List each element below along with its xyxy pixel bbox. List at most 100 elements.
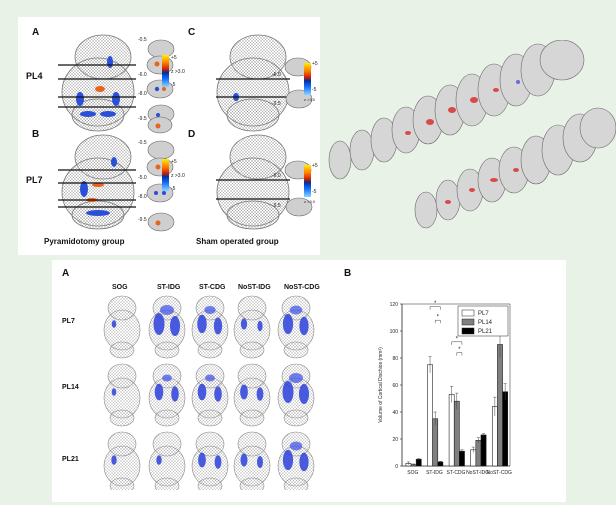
y-axis-label: Volume of Cortical Dischios (mm³) — [378, 347, 384, 423]
col-header-sog: SOG — [112, 284, 128, 291]
brain-render — [148, 363, 186, 427]
bottom-row-label-pl14: PL14 — [62, 384, 79, 391]
y-tick-label: 100 — [390, 329, 399, 335]
bar — [459, 450, 465, 467]
y-tick-label: 120 — [390, 302, 399, 308]
bar — [448, 394, 455, 467]
slice-level-a-1: -6.0 — [138, 72, 147, 78]
brain-a — [58, 34, 136, 132]
colorbar-d-threshold: z >3.0 — [304, 199, 316, 204]
colorbar-c-threshold: z >3.0 — [304, 97, 316, 102]
row-label-pl4: PL4 — [26, 71, 43, 81]
colorbar-d-max: +5 — [312, 163, 318, 169]
slice-level-c-0: -6.0 — [272, 72, 281, 78]
x-tick-label: SOG — [407, 470, 418, 476]
group-label-pyramidotomy: Pyramidotomy group — [44, 237, 125, 246]
colorbar-c-min: -5 — [312, 87, 317, 93]
col-header-st-cdg: ST-CDG — [199, 284, 226, 291]
brain-render — [148, 295, 186, 359]
slice-level-c-1: -9.5 — [272, 101, 281, 107]
brain-render — [191, 295, 229, 359]
significance-star: * — [458, 347, 461, 353]
bar — [415, 458, 422, 467]
slice-level-b-0: -0.5 — [138, 140, 147, 146]
col-header-st-idg: ST-IDG — [157, 284, 181, 291]
brain-render — [191, 431, 229, 490]
bar — [475, 440, 482, 467]
legend-label: PL21 — [478, 329, 493, 335]
brain-d — [216, 134, 290, 230]
brain-b — [58, 134, 136, 230]
brain-render — [233, 363, 271, 427]
x-tick-label: NoST-CDG — [487, 470, 512, 476]
slice-level-b-3: -9.5 — [138, 217, 147, 223]
bar — [497, 344, 503, 467]
slice-level-d-0: -6.0 — [272, 173, 281, 179]
colorbar-c — [304, 63, 311, 95]
slice-level-b-2: -8.0 — [138, 194, 147, 200]
brain-grid — [103, 295, 315, 490]
slice-level-b-1: -5.0 — [138, 175, 147, 181]
top-figure-svg — [58, 34, 313, 232]
bottom-row-label-pl21: PL21 — [62, 456, 79, 463]
x-tick-label: ST-CDG — [447, 470, 466, 476]
brain-render — [277, 363, 315, 427]
colorbar-a-min: -5 — [171, 82, 176, 88]
legend-swatch — [461, 327, 475, 335]
y-tick-label: 60 — [392, 383, 398, 389]
y-tick-label: 20 — [392, 437, 398, 443]
bar — [502, 391, 509, 467]
brain-render — [277, 295, 315, 359]
slice-level-a-2: -8.0 — [138, 91, 147, 97]
significance-star: * — [456, 336, 459, 342]
bar — [427, 364, 433, 467]
significance-bracket — [429, 306, 441, 310]
col-header-nost-cdg: NoST-CDG — [284, 284, 320, 291]
brain-render — [103, 431, 141, 490]
colorbar-b-min: -5 — [171, 186, 176, 192]
colorbar-a-max: +5 — [171, 55, 177, 61]
y-tick-label: 40 — [392, 410, 398, 416]
panel-letter-c: C — [188, 27, 196, 38]
brain-render — [103, 363, 141, 427]
brain-render — [191, 363, 229, 427]
slice-stack-3d — [328, 40, 616, 229]
x-tick-label: NoST-IDG — [466, 470, 489, 476]
brain-render — [233, 295, 271, 359]
slice-level-a-0: -0.5 — [138, 37, 147, 43]
brain-render — [103, 295, 141, 359]
bar — [432, 418, 439, 467]
legend-label: PL7 — [478, 311, 489, 317]
bottom-panel-letter-b: B — [344, 268, 352, 279]
bottom-panel-letter-a: A — [62, 268, 70, 279]
colorbar-b-threshold: z >3.0 — [171, 173, 185, 179]
x-tick-label: ST-IDG — [426, 470, 443, 476]
top-left-figure-panel: A B C D PL4 PL7 -0.5 -6.0 -8.0 -9.5 -0.5… — [18, 17, 320, 255]
legend-label: PL14 — [478, 320, 493, 326]
slice-stack-lower-activity — [445, 168, 519, 204]
significance-bracket — [451, 341, 463, 345]
y-tick-label: 0 — [395, 464, 398, 470]
brain-render — [233, 431, 271, 490]
panel-letter-a: A — [32, 27, 40, 38]
brain-c — [216, 34, 290, 132]
y-tick-label: 80 — [392, 356, 398, 362]
slice-stack-upper-activity — [405, 80, 520, 135]
legend-swatch — [461, 318, 475, 326]
colorbar-d — [304, 165, 311, 197]
colorbar-d-min: -5 — [312, 189, 317, 195]
bar — [453, 400, 460, 467]
slice-level-a-3: -9.5 — [138, 116, 147, 122]
row-label-pl7: PL7 — [26, 175, 43, 185]
legend: PL7 PL14 PL21 — [457, 305, 509, 337]
colorbar-b-max: +5 — [171, 159, 177, 165]
legend-swatch — [461, 309, 475, 317]
brain-render — [277, 431, 315, 490]
significance-star: * — [437, 315, 440, 321]
significance-bracket — [434, 319, 441, 324]
slice-level-d-1: -9.5 — [272, 203, 281, 209]
significance-bracket — [456, 352, 463, 356]
bottom-row-label-pl7: PL7 — [62, 318, 75, 325]
colorbar-a-threshold: z >3.0 — [171, 69, 185, 75]
colorbar-c-max: +5 — [312, 61, 318, 67]
